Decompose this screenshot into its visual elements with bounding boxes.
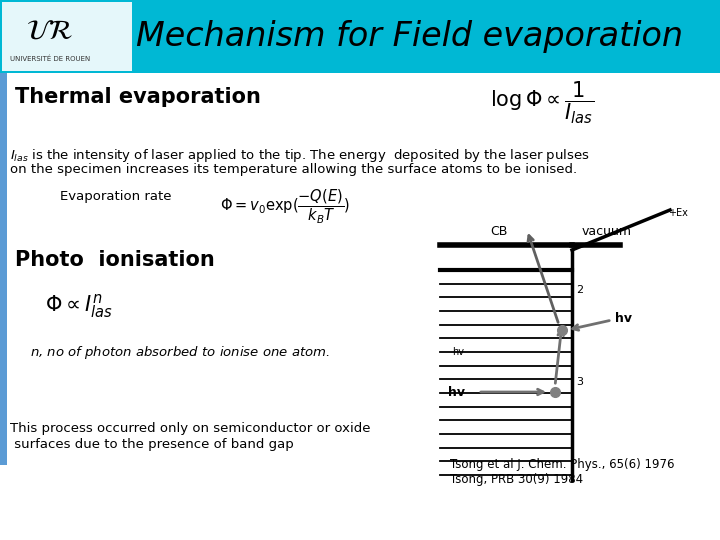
- Bar: [0, 73, 7, 465]
- Bar: [2, 2, 132, 71]
- Text: UNIVERSITÉ DE ROUEN: UNIVERSITÉ DE ROUEN: [10, 56, 90, 62]
- Text: $\mathcal{UR}$: $\mathcal{UR}$: [27, 17, 73, 44]
- Text: surfaces due to the presence of band gap: surfaces due to the presence of band gap: [10, 438, 294, 451]
- Text: on the specimen increases its temperature allowing the surface atoms to be ionis: on the specimen increases its temperatur…: [10, 163, 577, 176]
- Text: Thermal evaporation: Thermal evaporation: [15, 87, 261, 107]
- Text: CB: CB: [490, 225, 508, 238]
- Text: 3: 3: [576, 377, 583, 387]
- Text: $\log \Phi \propto \dfrac{1}{I_{las}}$: $\log \Phi \propto \dfrac{1}{I_{las}}$: [490, 80, 594, 126]
- Text: hv: hv: [452, 347, 464, 357]
- Bar: [0, 0, 720, 73]
- Text: $I_{las}$ is the intensity of laser applied to the tip. The energy  deposited by: $I_{las}$ is the intensity of laser appl…: [10, 147, 590, 164]
- Text: Tsong et al J. Chem. Phys., 65(6) 1976
Tsong, PRB 30(9) 1984: Tsong et al J. Chem. Phys., 65(6) 1976 T…: [450, 458, 675, 486]
- Text: Evaporation rate: Evaporation rate: [60, 190, 171, 203]
- Text: hv: hv: [448, 386, 465, 399]
- Text: +Ex: +Ex: [668, 208, 688, 218]
- Text: 2: 2: [576, 285, 583, 295]
- Text: $\Phi = v_0 \exp(\dfrac{-Q(E)}{k_B T})$: $\Phi = v_0 \exp(\dfrac{-Q(E)}{k_B T})$: [220, 188, 351, 226]
- Text: $n$, no of photon absorbed to ionise one atom.: $n$, no of photon absorbed to ionise one…: [30, 344, 330, 361]
- Text: vacuum: vacuum: [582, 225, 632, 238]
- Text: This process occurred only on semiconductor or oxide: This process occurred only on semiconduc…: [10, 422, 371, 435]
- Text: hv: hv: [615, 312, 632, 325]
- Text: Mechanism for Field evaporation: Mechanism for Field evaporation: [137, 20, 683, 53]
- Text: Photo  ionisation: Photo ionisation: [15, 250, 215, 270]
- Text: $\Phi \propto I_{las}^n$: $\Phi \propto I_{las}^n$: [45, 292, 113, 320]
